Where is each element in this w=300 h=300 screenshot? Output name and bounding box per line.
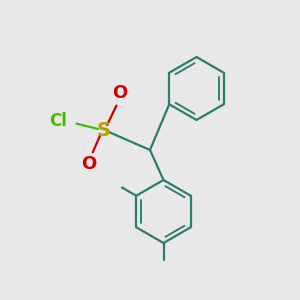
Text: O: O [112,84,128,102]
Text: Cl: Cl [49,112,67,130]
Text: S: S [97,121,110,140]
Text: O: O [82,155,97,173]
